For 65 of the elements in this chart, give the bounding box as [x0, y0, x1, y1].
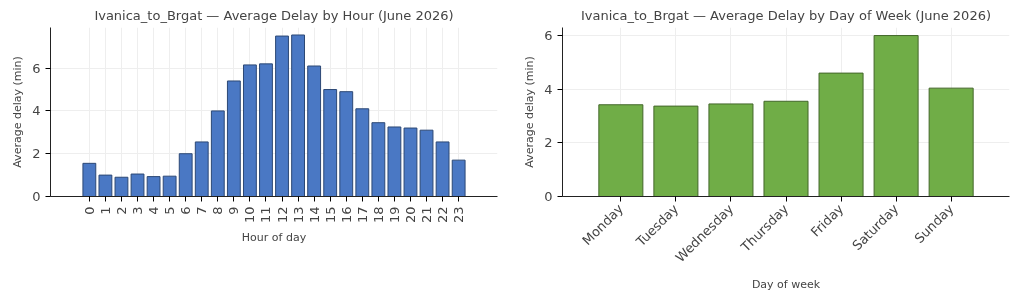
y-axis-title: Average delay (min) [11, 56, 25, 168]
x-tick-label: 13 [290, 206, 306, 224]
bar [818, 72, 864, 197]
bar [275, 35, 289, 197]
x-tick-label: 20 [402, 206, 418, 224]
x-tick-label: 3 [130, 206, 146, 215]
x-axis-title: Day of week [751, 278, 821, 292]
bar [928, 87, 974, 197]
x-tick-label: 15 [322, 206, 338, 224]
bar [82, 162, 97, 197]
bar [307, 65, 322, 197]
bar [355, 108, 370, 197]
bar [708, 103, 754, 197]
bar [291, 34, 306, 197]
x-tick-label: 16 [338, 206, 354, 224]
x-tick-label: 2 [113, 206, 129, 215]
bar [194, 141, 209, 197]
y-tick-label: 0 [544, 189, 553, 204]
bar [210, 110, 225, 197]
bar [451, 159, 466, 197]
bar [259, 63, 273, 197]
x-tick-label: 21 [419, 206, 435, 224]
x-tick-label: 22 [435, 206, 451, 224]
x-tick-label: 8 [210, 206, 226, 215]
x-tick-label: 14 [306, 206, 322, 224]
bar [98, 174, 113, 197]
bar [178, 153, 193, 197]
y-tick-label: 2 [32, 146, 41, 162]
bar [339, 91, 354, 197]
y-tick-label: 6 [32, 60, 41, 76]
bar [763, 100, 809, 197]
chart-title: Ivanica_to_Brgat — Average Delay by Day of Week (June 2026) [580, 7, 992, 23]
y-tick-label: 6 [544, 28, 553, 44]
bar [435, 141, 450, 197]
x-axis-title: Hour of day [241, 231, 307, 245]
x-tick-label: 19 [386, 206, 402, 224]
x-tick-label: 11 [258, 206, 274, 224]
x-tick-label: 10 [242, 206, 258, 224]
x-tick-label: 5 [162, 206, 178, 215]
bar [242, 64, 257, 197]
x-tick-label: 18 [370, 206, 386, 224]
y-axis-title: Average delay (min) [523, 56, 537, 168]
chart-title: Ivanica_to_Brgat — Average Delay by Hour (June 2026) [94, 7, 454, 23]
bar [371, 122, 386, 197]
x-tick-label: 9 [226, 206, 242, 215]
y-tick-label: 4 [32, 103, 41, 119]
y-tick-label: 0 [32, 189, 41, 204]
bar [653, 105, 699, 197]
x-tick-label: 7 [194, 206, 210, 215]
bar [387, 126, 402, 197]
bar [162, 175, 177, 197]
x-tick-label: 17 [354, 206, 370, 224]
x-tick-label: 23 [451, 206, 467, 224]
bar [598, 104, 644, 197]
y-tick-label: 2 [544, 135, 553, 151]
x-tick-label: 1 [97, 206, 113, 215]
bar [146, 176, 161, 197]
bar [323, 89, 338, 197]
bar [873, 35, 919, 197]
x-tick-label: 0 [81, 206, 97, 215]
bar [226, 80, 241, 197]
x-tick-label: 12 [274, 206, 290, 224]
x-tick-label: 6 [178, 206, 194, 215]
y-tick-label: 4 [544, 81, 553, 97]
x-tick-label: 4 [146, 206, 162, 215]
